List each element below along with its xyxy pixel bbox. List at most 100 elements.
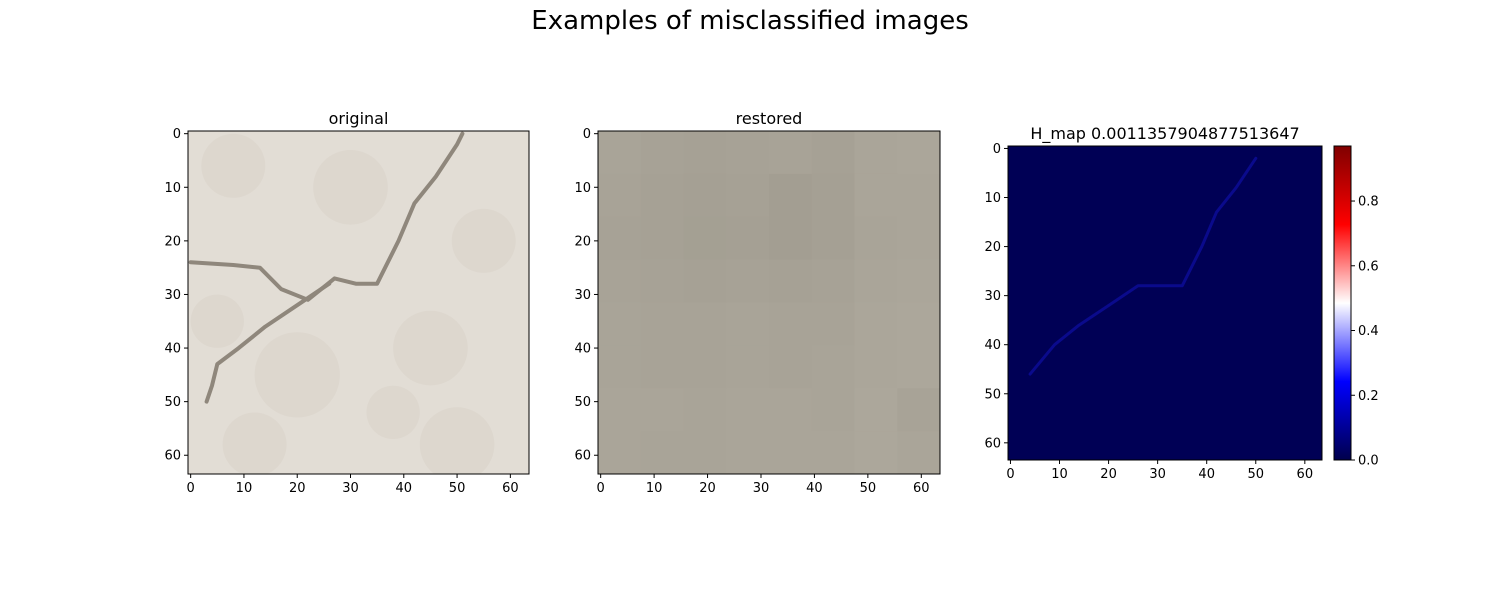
y-tick-label: 30 [574, 288, 591, 303]
x-tick-label: 40 [396, 481, 413, 496]
heatmap-cell [897, 302, 940, 346]
colorbar-tick-label: 0.4 [1358, 324, 1379, 339]
texture-blotch [393, 310, 468, 386]
y-tick-label: 60 [984, 436, 1001, 451]
heatmap-cell [683, 345, 727, 389]
x-tick-label: 40 [806, 481, 823, 496]
x-tick-label: 20 [289, 481, 306, 496]
heatmap-image [1008, 146, 1322, 460]
heatmap-cell [769, 302, 813, 346]
x-tick-label: 50 [449, 481, 466, 496]
heatmap-cell [726, 431, 770, 474]
axes-title: H_map 0.0011357904877513647 [1030, 124, 1299, 144]
crack-line-lower [204, 281, 332, 404]
y-tick-label: 50 [164, 395, 181, 410]
x-tick-label: 20 [1100, 467, 1117, 482]
heatmap-cell [897, 131, 940, 175]
y-tick-label: 60 [574, 449, 591, 464]
heatmap-cell [683, 173, 727, 218]
axes-frame [1007, 145, 1323, 461]
heatmap-cell [854, 259, 898, 303]
heatmap-cell [683, 302, 727, 346]
heatmap-cell [598, 388, 642, 432]
heatmap-cell [811, 302, 855, 346]
x-tick-label: 30 [753, 481, 770, 496]
heatmap-cell [854, 131, 898, 175]
y-tick-label: 20 [574, 234, 591, 249]
heatmap-cell [769, 173, 813, 218]
y-tick-label: 50 [574, 395, 591, 410]
heatmap-cell [897, 259, 940, 303]
y-tick-label: 30 [984, 289, 1001, 304]
heatmap-background [1008, 146, 1322, 460]
x-tick-label: 10 [646, 481, 663, 496]
heatmap-cell [769, 131, 813, 175]
heatmap-cell [640, 302, 684, 346]
x-tick-label: 30 [1149, 467, 1166, 482]
heatmap-cell [854, 302, 898, 346]
y-tick-label: 0 [583, 127, 591, 142]
heatmap-cell [598, 173, 642, 218]
heatmap-cell [598, 216, 642, 261]
texture-blotch [419, 407, 495, 474]
x-tick-label: 50 [860, 481, 877, 496]
x-tick-label: 30 [342, 481, 359, 496]
heatmap-cell [683, 216, 727, 261]
heatmap-cell [683, 431, 727, 474]
texture-blotch [201, 133, 266, 198]
heatmap-cell [726, 259, 770, 303]
heatmap-cell [598, 259, 642, 303]
heatmap-cell [683, 131, 727, 175]
heatmap-cell [683, 259, 727, 303]
x-tick-label: 0 [1006, 467, 1014, 482]
heatmap-image [598, 131, 940, 474]
heatmap-cell [897, 431, 940, 474]
heatmap-cell [640, 173, 684, 218]
heatmap-cell [726, 345, 770, 389]
colorbar-tick-label: 0.6 [1358, 259, 1379, 274]
heatmap-cell [640, 131, 684, 175]
x-tick-label: 0 [187, 481, 195, 496]
crack-line [188, 131, 465, 302]
texture-blotch [190, 294, 244, 348]
x-tick-label: 50 [1247, 467, 1264, 482]
y-tick-label: 40 [984, 338, 1001, 353]
texture-blotch [254, 332, 340, 418]
x-tick-label: 0 [597, 481, 605, 496]
h-map-trace [1028, 156, 1258, 376]
axes-title: restored [736, 109, 803, 128]
heatmap-cell [854, 431, 898, 474]
heatmap-cell [811, 173, 855, 218]
x-tick-label: 10 [236, 481, 253, 496]
heatmap-cell [769, 388, 813, 432]
panel-h-map: H_map 0.0011357904877513647 0 10 20 30 40 50 60… [984, 124, 1323, 482]
heatmap-cell [897, 388, 940, 432]
heatmap-cell [683, 388, 727, 432]
heatmap-cell [897, 173, 940, 218]
x-tick-label: 60 [1297, 467, 1314, 482]
heatmap-cell [854, 345, 898, 389]
x-tick-label: 10 [1051, 467, 1068, 482]
heatmap-cell [769, 259, 813, 303]
colorbar-tick-label: 0.2 [1358, 389, 1379, 404]
heatmap-cell [640, 259, 684, 303]
heatmap-cell [640, 216, 684, 261]
y-tick-label: 0 [993, 142, 1001, 157]
heatmap-cell [598, 345, 642, 389]
heatmap-cell [598, 131, 642, 175]
heatmap-cell [726, 216, 770, 261]
heatmap-cell [854, 388, 898, 432]
y-tick-label: 60 [164, 449, 181, 464]
heatmap-cell [726, 302, 770, 346]
x-tick-label: 60 [502, 481, 519, 496]
heatmap-cell [640, 388, 684, 432]
colorbar: 0.0 0.2 0.4 0.6 0.8 [1333, 145, 1379, 469]
y-tick-label: 0 [173, 127, 181, 142]
y-tick-label: 20 [164, 234, 181, 249]
y-tick-label: 10 [164, 181, 181, 196]
y-tick-label: 40 [164, 342, 181, 357]
heatmap-cell [811, 345, 855, 389]
panel-restored: restored 0 10 20 30 40 50 60 0 10 20 30 40 50 60 [574, 109, 941, 496]
axes-title: original [329, 109, 389, 128]
